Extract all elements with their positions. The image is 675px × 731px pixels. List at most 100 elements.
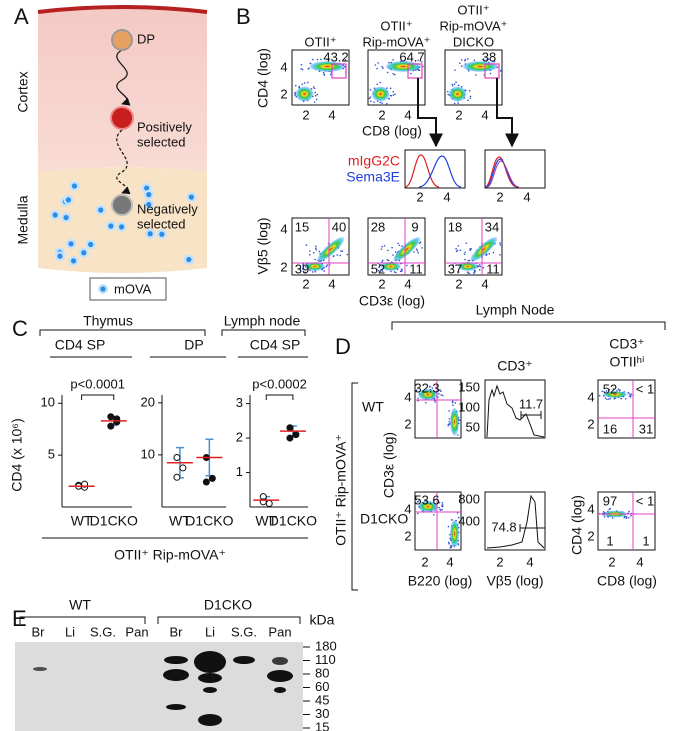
tick-label: 4 <box>587 389 594 404</box>
tick-label: 2 <box>587 528 594 543</box>
event <box>316 93 319 96</box>
quadrant-percent: 52 <box>371 261 385 276</box>
event <box>464 251 466 254</box>
tick-label: 2 <box>455 276 462 291</box>
event <box>451 401 454 404</box>
band <box>233 656 255 664</box>
event <box>378 266 380 269</box>
tick-label: 2 <box>496 189 503 204</box>
lane-label: Li <box>65 624 75 639</box>
band <box>267 670 293 682</box>
quadrant-percent: 28 <box>371 219 385 234</box>
antigen <box>68 241 74 247</box>
event <box>369 89 372 91</box>
event <box>382 67 384 69</box>
tick-label: 2 <box>302 276 309 291</box>
antigen <box>65 197 72 203</box>
event <box>499 254 501 256</box>
event <box>441 504 444 506</box>
event <box>455 247 457 250</box>
event <box>300 67 302 70</box>
tick-label: 4 <box>404 107 411 122</box>
event <box>488 253 491 255</box>
event <box>486 58 489 61</box>
event <box>456 249 459 252</box>
band <box>164 656 188 664</box>
event <box>376 83 379 85</box>
event <box>320 58 322 61</box>
histogram-curve <box>486 160 520 188</box>
event <box>465 242 468 244</box>
event <box>380 248 383 250</box>
tick-label: 4 <box>481 107 488 122</box>
event <box>380 268 383 271</box>
event <box>499 244 502 246</box>
data-point <box>107 413 115 421</box>
event <box>392 94 395 96</box>
event <box>421 61 423 63</box>
group-header: Lymph node <box>224 313 301 329</box>
negative-cell <box>111 194 133 216</box>
tick-label: 4 <box>446 554 453 569</box>
quadrant-percent: 11 <box>486 261 500 276</box>
flow-plot <box>597 491 656 551</box>
event <box>457 543 460 546</box>
event <box>450 546 453 548</box>
event <box>312 86 315 88</box>
data-point <box>173 473 181 481</box>
tick-label: 2 <box>455 107 462 122</box>
band <box>33 667 47 671</box>
event <box>438 501 441 504</box>
tick-label: 2 <box>378 107 385 122</box>
lane-label: Li <box>205 624 215 639</box>
gate <box>407 63 423 79</box>
event <box>299 267 302 270</box>
tick-label: 2 <box>608 554 615 569</box>
quadrant-percent: 37 <box>448 261 462 276</box>
event <box>374 64 377 66</box>
density <box>457 261 479 272</box>
gate-percent: 53.6 <box>414 492 439 507</box>
density <box>316 236 345 263</box>
event <box>613 397 615 400</box>
event <box>439 508 441 511</box>
event <box>451 518 453 521</box>
tick-label: 4 <box>404 389 411 404</box>
event <box>312 251 315 254</box>
category-label: D1CKO <box>185 513 233 529</box>
event <box>492 251 495 254</box>
antigen <box>70 258 77 264</box>
event <box>609 507 612 510</box>
event <box>447 423 450 426</box>
event <box>479 265 482 268</box>
event <box>440 390 442 393</box>
event <box>381 65 383 68</box>
event <box>381 259 384 262</box>
event <box>304 271 307 274</box>
event <box>492 60 495 63</box>
column-header: CD3⁺ <box>609 336 644 352</box>
event <box>323 270 325 272</box>
event <box>441 394 444 397</box>
cell-label: Positively <box>137 119 192 134</box>
footer-label: OTII⁺ Rip-mOVA⁺ <box>114 547 226 563</box>
panel-label: A <box>14 4 29 29</box>
event <box>302 264 304 267</box>
event <box>379 101 382 104</box>
legend-box <box>89 277 167 301</box>
tick-label: 2 <box>416 189 423 204</box>
event <box>391 246 393 249</box>
tick-label: 4 <box>526 554 533 569</box>
event <box>390 270 392 273</box>
panel-label: D <box>335 334 351 359</box>
band <box>163 669 189 681</box>
column-header: OTII⁺ <box>304 34 336 49</box>
unit-label: kDa <box>310 612 335 628</box>
event <box>453 83 456 85</box>
event <box>392 73 395 75</box>
histogram-curve <box>486 494 545 549</box>
quadrant-percent: 40 <box>332 219 346 234</box>
arrow <box>496 78 519 148</box>
event <box>393 271 396 273</box>
event <box>478 269 481 271</box>
